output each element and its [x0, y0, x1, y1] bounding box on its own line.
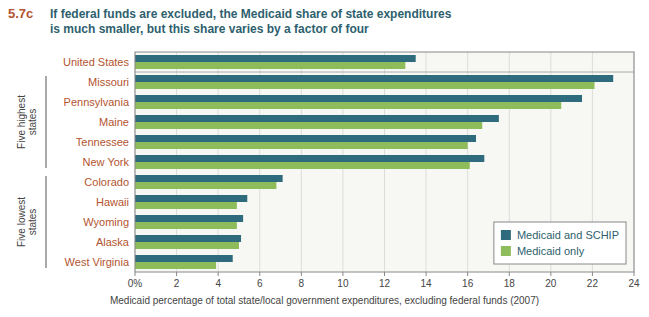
group-label: Five loweststates: [16, 197, 38, 247]
tick-label: 10: [337, 278, 349, 289]
bar: [135, 75, 613, 82]
tick-mark: [467, 272, 468, 276]
bar: [135, 262, 216, 269]
group-label-line: states: [27, 209, 38, 236]
category-label: Missouri: [88, 76, 129, 88]
tick-mark: [259, 272, 260, 276]
tick-label: 4: [215, 278, 221, 289]
category-label: Alaska: [96, 236, 130, 248]
tick-mark: [550, 272, 551, 276]
tick-mark: [634, 272, 635, 276]
tick-mark: [592, 272, 593, 276]
legend-swatch: [501, 246, 511, 256]
legend-label: Medicaid only: [517, 245, 585, 257]
tick-label: 14: [421, 278, 433, 289]
group-label: Five higheststates: [16, 95, 38, 149]
bar: [135, 142, 468, 149]
legend-label: Medicaid and SCHIP: [517, 229, 619, 241]
tick-label: 12: [379, 278, 391, 289]
category-label: Colorado: [84, 176, 129, 188]
tick-label: 0%: [128, 278, 143, 289]
bar: [135, 162, 470, 169]
group-label-line: Five highest: [16, 95, 27, 149]
group-label-line: states: [27, 109, 38, 136]
bar: [135, 155, 484, 162]
tick-mark: [342, 272, 343, 276]
bar: [135, 202, 237, 209]
category-label: West Virginia: [65, 256, 130, 268]
tick-label: 20: [545, 278, 557, 289]
bar: [135, 175, 283, 182]
bar: [135, 95, 582, 102]
bar: [135, 82, 594, 89]
x-axis-label: Medicaid percentage of total state/local…: [110, 295, 539, 306]
tick-mark: [135, 272, 136, 276]
tick-mark: [218, 272, 219, 276]
bar: [135, 215, 243, 222]
bar: [135, 122, 482, 129]
tick-label: 16: [462, 278, 474, 289]
tick-mark: [176, 272, 177, 276]
tick-label: 2: [174, 278, 180, 289]
tick-label: 18: [504, 278, 516, 289]
plot-frame: [135, 52, 634, 272]
bar: [135, 182, 276, 189]
bar: [135, 55, 416, 62]
tick-label: 22: [587, 278, 599, 289]
plot-area: [135, 52, 634, 272]
bar: [135, 242, 239, 249]
legend-swatch: [501, 230, 511, 240]
category-label: Pennsylvania: [64, 96, 130, 108]
legend-box: [494, 222, 626, 264]
category-label: Hawaii: [96, 196, 129, 208]
bar: [135, 222, 237, 229]
bar: [135, 62, 405, 69]
bar: [135, 235, 241, 242]
group-label-line: Five lowest: [16, 197, 27, 247]
tick-mark: [509, 272, 510, 276]
bar: [135, 102, 561, 109]
bar: [135, 255, 233, 262]
tick-label: 6: [257, 278, 263, 289]
category-label: Maine: [99, 116, 129, 128]
bar: [135, 115, 499, 122]
tick-mark: [301, 272, 302, 276]
tick-label: 24: [628, 278, 640, 289]
subtitle: If federal funds are excluded, the Medic…: [50, 7, 452, 36]
subtitle-line: is much smaller, but this share varies b…: [50, 22, 369, 36]
title: 5.7c: [8, 6, 33, 21]
category-label: Wyoming: [83, 216, 129, 228]
tick-label: 8: [299, 278, 305, 289]
tick-mark: [426, 272, 427, 276]
category-label: United States: [63, 56, 130, 68]
group-bracket: [46, 76, 47, 168]
category-label: New York: [83, 156, 130, 168]
group-separator: [135, 72, 634, 73]
bar: [135, 195, 247, 202]
subtitle-line: If federal funds are excluded, the Medic…: [50, 7, 452, 21]
bar: [135, 135, 476, 142]
category-label: Tennessee: [76, 136, 129, 148]
tick-mark: [384, 272, 385, 276]
group-bracket: [46, 176, 47, 268]
legend: Medicaid and SCHIP Medicaid only: [494, 222, 626, 264]
